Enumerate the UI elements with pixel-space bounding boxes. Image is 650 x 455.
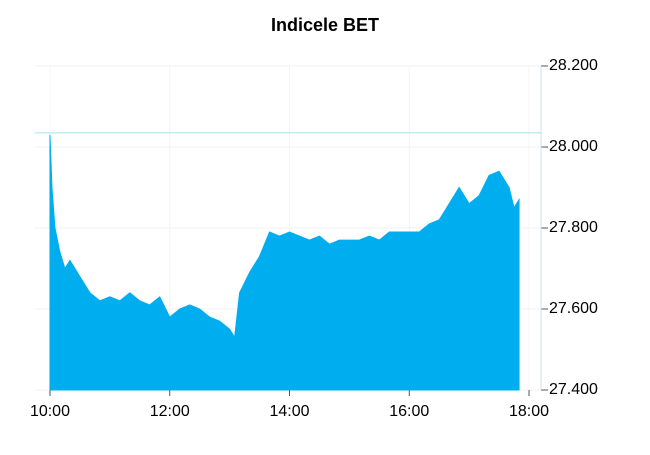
- y-tick-label: 28.200: [549, 57, 598, 74]
- x-tick-label: 16:00: [389, 403, 429, 420]
- x-tick-label: 10:00: [30, 403, 70, 420]
- y-tick-label: 27.600: [549, 300, 598, 317]
- x-tick-label: 18:00: [509, 403, 549, 420]
- y-tick-label: 28.000: [549, 138, 598, 155]
- chart-title: Indicele BET: [271, 15, 379, 35]
- y-tick-label: 27.800: [549, 219, 598, 236]
- area: [49, 134, 520, 391]
- y-tick-label: 27.400: [549, 381, 598, 398]
- x-tick-label: 14:00: [269, 403, 309, 420]
- x-tick-label: 12:00: [150, 403, 190, 420]
